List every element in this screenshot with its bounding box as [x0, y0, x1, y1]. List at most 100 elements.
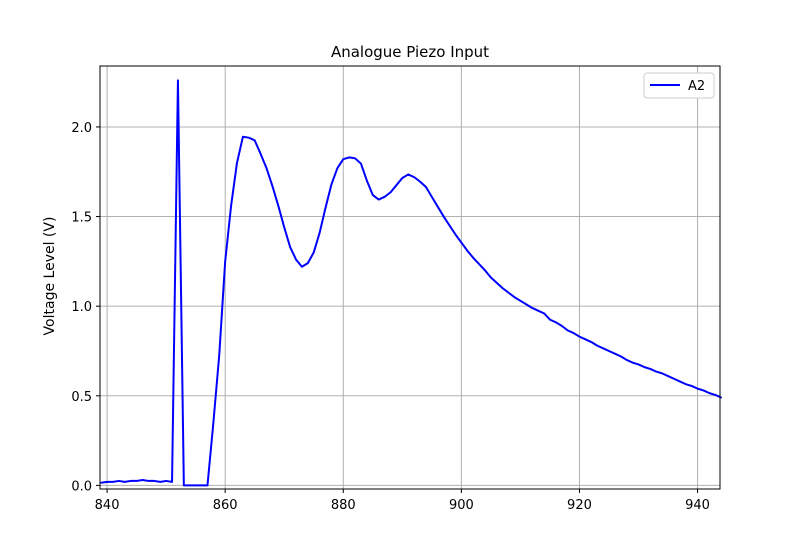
data-point [519, 300, 522, 302]
data-point [460, 241, 463, 244]
data-point [572, 332, 575, 334]
data-point [342, 158, 345, 161]
data-point [543, 312, 545, 315]
data-point [372, 194, 374, 196]
data-point [661, 372, 663, 375]
data-point [194, 484, 197, 487]
data-points [100, 79, 722, 487]
data-point [230, 205, 232, 207]
data-point [295, 258, 297, 261]
data-point [673, 377, 675, 380]
y-tick-label: 0.5 [71, 390, 92, 405]
data-point [389, 191, 392, 194]
x-tick-label: 840 [95, 498, 120, 513]
data-point [330, 183, 333, 186]
data-point [206, 484, 209, 487]
data-point [667, 375, 669, 377]
data-point [490, 276, 492, 279]
data-point [407, 173, 410, 176]
data-point [212, 421, 215, 424]
data-point [283, 226, 286, 229]
data-point [419, 180, 421, 183]
data-point [242, 135, 244, 138]
data-point [153, 480, 156, 482]
data-point [301, 265, 303, 268]
data-point [513, 296, 516, 299]
data-point [218, 353, 221, 356]
legend-label-a2: A2 [688, 79, 705, 94]
data-point [124, 481, 126, 483]
data-point [608, 350, 610, 352]
data-point [401, 177, 404, 179]
data-point [566, 329, 569, 332]
x-tick-label: 880 [331, 498, 356, 513]
data-point [549, 318, 551, 321]
data-point [100, 481, 102, 484]
x-tick-label: 940 [685, 498, 710, 513]
data-point [684, 383, 687, 385]
data-point [631, 361, 634, 364]
data-point [236, 161, 238, 164]
series-lines [101, 79, 722, 487]
x-tick-label: 900 [449, 498, 474, 513]
data-point [442, 215, 445, 218]
data-point [165, 480, 167, 482]
data-point [448, 224, 451, 227]
data-point [271, 185, 274, 187]
data-point [177, 79, 179, 82]
data-point [348, 156, 350, 159]
data-point [637, 363, 640, 366]
y-tick-label: 0.0 [71, 479, 92, 494]
data-point [690, 385, 693, 387]
data-point [507, 291, 510, 294]
axis-ticks: 840 860 880 900 920 940 0.0 0.5 1.0 1.5 2.0 [71, 121, 710, 513]
data-point [655, 370, 658, 373]
data-point [679, 380, 681, 383]
data-point [200, 484, 203, 487]
data-point [259, 153, 262, 155]
data-point [596, 344, 598, 347]
x-tick-label: 920 [567, 498, 592, 513]
data-point [584, 338, 587, 341]
data-point [395, 184, 398, 186]
data-point [360, 162, 362, 165]
data-point [265, 167, 268, 169]
data-point [436, 205, 439, 208]
data-point [431, 196, 433, 198]
data-point [253, 139, 256, 142]
data-point [307, 262, 309, 264]
y-tick-label: 1.0 [71, 300, 92, 315]
data-point [531, 307, 534, 309]
data-point [714, 394, 717, 396]
y-tick-label: 2.0 [71, 121, 92, 136]
data-point [525, 303, 528, 306]
data-point [383, 196, 386, 198]
data-point [590, 341, 593, 343]
data-point [312, 251, 315, 254]
data-point [620, 355, 622, 358]
data-point [336, 167, 339, 169]
data-point [649, 368, 652, 370]
data-point [625, 359, 628, 361]
data-point [643, 366, 646, 368]
data-point [555, 321, 557, 324]
data-point [147, 480, 150, 482]
data-point [118, 480, 120, 482]
data-point [425, 186, 427, 188]
data-point [466, 249, 469, 252]
data-point [537, 309, 539, 312]
data-point [696, 387, 699, 390]
data-point [377, 198, 380, 201]
data-point [135, 480, 138, 482]
data-point [183, 484, 185, 487]
data-point [277, 205, 280, 207]
series-line-a2 [101, 79, 722, 487]
x-tick-label: 860 [213, 498, 238, 513]
data-point [106, 481, 108, 483]
data-point [501, 287, 504, 290]
data-point [496, 282, 498, 284]
data-point [318, 231, 321, 234]
data-point [129, 480, 132, 482]
data-point [224, 260, 226, 263]
